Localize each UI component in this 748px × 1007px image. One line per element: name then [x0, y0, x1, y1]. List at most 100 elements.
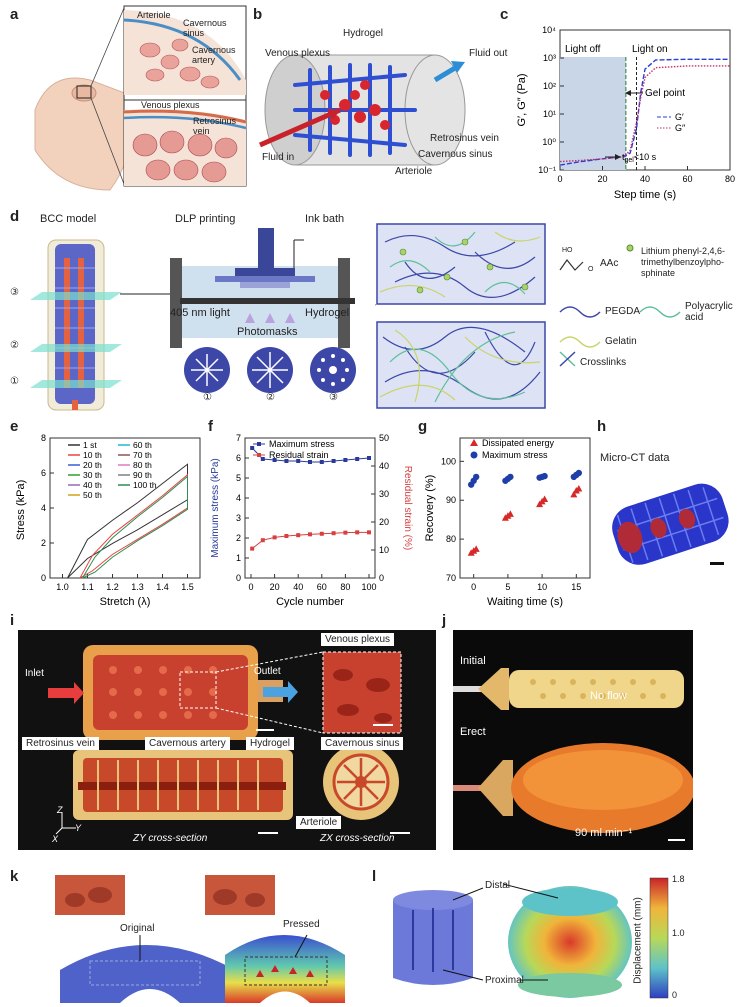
panel-a-illustration: [34, 5, 247, 191]
g-ytick-label: 80: [446, 534, 456, 544]
b-retrosinus-label: Retrosinus vein: [430, 133, 499, 144]
i-arteriole-label: Arteriole: [296, 816, 342, 829]
f-point: [284, 534, 289, 538]
c-gel-point-label: Gel point: [645, 88, 685, 99]
panel-label-f: f: [208, 418, 213, 435]
panel-label-l: l: [372, 868, 377, 885]
panel-label-a: a: [10, 6, 19, 23]
d-aac-label: AAc: [600, 258, 619, 269]
d-network-boxes: [375, 223, 546, 409]
f-point: [355, 457, 360, 461]
c-light-off-label: Light off: [565, 44, 601, 55]
j-flow-label: 90 ml min⁻¹: [575, 827, 633, 839]
f-legend-max-stress: Maximum stress: [269, 439, 335, 449]
f-point: [319, 531, 324, 536]
f-ylabel-left: Maximum stress (kPa): [210, 458, 221, 557]
d-gelatin-label: Gelatin: [605, 336, 637, 347]
c-xtick-label: 40: [640, 174, 650, 184]
d-hydrogel-label: Hydrogel: [305, 307, 350, 319]
h-microct-render: [612, 483, 729, 565]
chart-g: 70 80 90 100 0 5 10 15 Dissipated energy Maximu…: [424, 437, 591, 608]
e-legend-item: 10 th: [83, 450, 102, 460]
i-venous-plexus-label: Venous plexus: [321, 633, 395, 646]
f-ytick-right-label: 50: [379, 433, 389, 443]
i-retrosinus-label: Retrosinus vein: [22, 737, 99, 750]
c-ytick-label: 10⁻¹: [538, 165, 556, 175]
f-ylabel-right: Residual strain (%): [402, 466, 413, 550]
c-ylabel: G′, G″ (Pa): [516, 73, 528, 126]
c-xlabel: Step time (s): [614, 189, 676, 201]
c-light-on-label: Light on: [632, 44, 668, 55]
e-legend-item: 1 st: [83, 440, 97, 450]
d-crosslinks-label: Crosslinks: [580, 357, 627, 368]
f-ytick-left-label: 0: [236, 573, 241, 583]
g-ytick-label: 90: [446, 495, 456, 505]
g-ytick-label: 70: [446, 573, 456, 583]
d-aac-o: O: [588, 266, 594, 273]
panel-label-e: e: [10, 418, 19, 435]
f-ytick-right-label: 30: [379, 489, 389, 499]
g-legend-dissipated: Dissipated energy: [482, 438, 555, 448]
f-xtick-label: 60: [317, 582, 327, 592]
a-retrosinus-label: Retrosinus vein: [193, 116, 237, 136]
g-point-max-stress: [507, 473, 514, 481]
c-light-off-region: [560, 57, 626, 170]
f-ytick-left-label: 2: [236, 533, 241, 543]
e-legend-item: 50 th: [83, 490, 102, 500]
f-xtick-label: 40: [293, 582, 303, 592]
g-point-max-stress: [472, 473, 480, 481]
d-level-3: ③: [10, 287, 19, 298]
f-xtick-label: 0: [248, 582, 253, 592]
panel-label-c: c: [500, 6, 509, 23]
i-inlet-label: Inlet: [25, 668, 44, 679]
f-point: [331, 459, 336, 463]
e-curve-100th: [82, 475, 188, 579]
f-point: [272, 535, 277, 540]
d-light-label: 405 nm light: [170, 307, 230, 319]
l-fem-render: [393, 877, 669, 999]
d-level-1: ①: [10, 376, 19, 387]
b-venous-plexus-label: Venous plexus: [265, 48, 331, 59]
f-ytick-left-label: 1: [236, 553, 241, 563]
f-point: [272, 458, 277, 462]
e-ytick-label: 8: [41, 433, 46, 443]
d-mask-3: ③: [329, 392, 338, 403]
f-point: [367, 530, 371, 535]
e-xtick-label: 1.4: [156, 582, 169, 592]
d-pegda-label: PEGDA: [605, 306, 641, 317]
k-fem-render: [55, 875, 345, 1003]
f-point: [284, 459, 289, 463]
c-ytick-label: 10²: [543, 81, 556, 91]
c-series-gdoubleprime: [559, 65, 730, 163]
f-xlabel: Cycle number: [276, 596, 344, 608]
f-point: [296, 459, 301, 463]
e-ylabel: Stress (kPa): [15, 480, 27, 541]
f-point: [355, 530, 360, 535]
f-point: [296, 533, 301, 538]
e-xtick-label: 1.2: [106, 582, 119, 592]
d-mask-2: ②: [266, 392, 275, 403]
k-pressed-label: Pressed: [283, 919, 320, 930]
l-distal-label: Distal: [485, 880, 511, 891]
panel-label-h: h: [597, 418, 607, 435]
f-point: [367, 456, 371, 460]
panel-label-k: k: [10, 868, 19, 885]
c-xtick-label: 20: [597, 174, 607, 184]
g-point-dissipated: [575, 485, 583, 492]
f-ytick-left-label: 7: [236, 433, 241, 443]
c-xtick-label: 0: [557, 174, 562, 184]
h-title: Micro-CT data: [600, 452, 670, 464]
f-point: [250, 446, 255, 450]
j-initial-label: Initial: [460, 655, 486, 667]
b-hydrogel-label: Hydrogel: [343, 28, 384, 39]
c-xtick-label: 60: [682, 174, 692, 184]
f-ytick-left-label: 3: [236, 513, 241, 523]
l-colorbar-label: Displacement (mm): [632, 897, 644, 984]
f-ytick-right-label: 20: [379, 517, 389, 527]
e-ytick-label: 2: [41, 538, 46, 548]
b-fluid-out-label: Fluid out: [469, 48, 508, 59]
f-point: [260, 538, 265, 543]
g-point-max-stress: [575, 469, 583, 477]
d-mask-1: ①: [203, 392, 212, 403]
